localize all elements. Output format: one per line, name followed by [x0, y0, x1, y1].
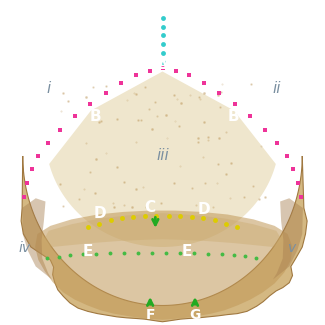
Polygon shape	[43, 213, 283, 247]
Text: D: D	[94, 206, 106, 221]
Text: iii: iii	[156, 148, 169, 163]
Polygon shape	[22, 198, 52, 280]
Text: G: G	[189, 307, 201, 322]
Text: D: D	[198, 202, 210, 217]
Polygon shape	[21, 156, 307, 322]
Text: i: i	[46, 81, 50, 96]
Text: E: E	[83, 244, 93, 259]
Text: F: F	[145, 307, 155, 322]
Text: C: C	[144, 200, 155, 215]
Text: B: B	[90, 109, 102, 124]
Text: iv: iv	[18, 240, 31, 255]
Text: v: v	[288, 240, 297, 255]
Polygon shape	[35, 211, 293, 320]
Polygon shape	[49, 72, 276, 247]
Text: A: A	[157, 59, 168, 74]
Polygon shape	[273, 198, 303, 280]
Text: ii: ii	[273, 81, 281, 96]
Text: B: B	[227, 109, 239, 124]
Text: E: E	[182, 244, 192, 259]
